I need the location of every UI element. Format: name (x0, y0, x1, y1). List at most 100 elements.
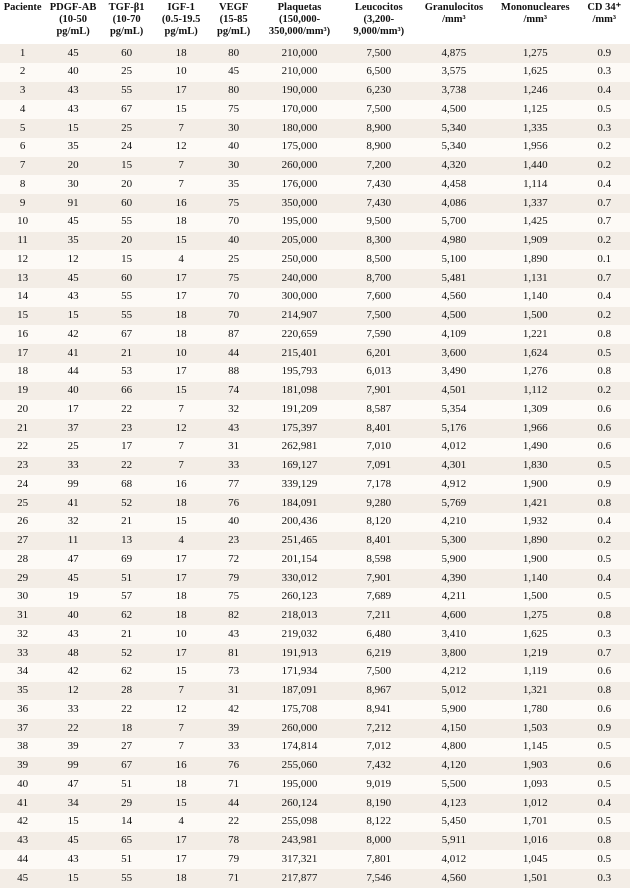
table-cell: 25 (0, 494, 45, 513)
table-cell: 10 (152, 344, 210, 363)
table-cell: 0.5 (578, 775, 630, 794)
table-cell: 1,966 (492, 419, 578, 438)
table-cell: 0.6 (578, 700, 630, 719)
table-cell: 16 (152, 757, 210, 776)
table-cell: 31 (0, 607, 45, 626)
table-cell: 77 (210, 475, 257, 494)
table-cell: 17 (152, 550, 210, 569)
table-cell: 12 (45, 250, 101, 269)
table-cell: 0.6 (578, 419, 630, 438)
table-cell: 0.7 (578, 644, 630, 663)
table-cell: 22 (210, 813, 257, 832)
table-cell: 0.8 (578, 363, 630, 382)
table-row: 443671575170,0007,5004,5001,1250.5 (0, 100, 630, 119)
table-cell: 1,045 (492, 850, 578, 869)
table-cell: 62 (101, 663, 152, 682)
table-cell: 44 (45, 363, 101, 382)
table-cell: 8,900 (342, 119, 416, 138)
table-cell: 0.3 (578, 119, 630, 138)
table-cell: 7 (152, 400, 210, 419)
table-row: 343551780190,0006,2303,7381,2460.4 (0, 82, 630, 101)
table-cell: 176,000 (257, 175, 341, 194)
table-cell: 69 (101, 550, 152, 569)
table-cell: 22 (45, 719, 101, 738)
table-cell: 0.1 (578, 250, 630, 269)
table-cell: 11 (45, 532, 101, 551)
table-cell: 18 (152, 213, 210, 232)
table-cell: 7,500 (342, 100, 416, 119)
table-cell: 55 (101, 288, 152, 307)
table-cell: 21 (101, 513, 152, 532)
table-cell: 0.8 (578, 494, 630, 513)
table-cell: 75 (210, 269, 257, 288)
table-cell: 5,900 (416, 550, 492, 569)
table-row: 383927733174,8147,0124,8001,1450.5 (0, 738, 630, 757)
column-header: Granulocitos/mm³ (416, 0, 492, 44)
table-cell: 3,410 (416, 625, 492, 644)
column-header: TGF-β1(10-70pg/mL) (101, 0, 152, 44)
table-cell: 22 (101, 700, 152, 719)
table-cell: 4,912 (416, 475, 492, 494)
table-cell: 1,246 (492, 82, 578, 101)
table-cell: 0.3 (578, 869, 630, 888)
table-cell: 1,780 (492, 700, 578, 719)
table-cell: 1,119 (492, 663, 578, 682)
table-cell: 40 (210, 513, 257, 532)
table-cell: 7,600 (342, 288, 416, 307)
table-cell: 17 (152, 644, 210, 663)
table-cell: 44 (210, 794, 257, 813)
table-cell: 317,321 (257, 850, 341, 869)
table-cell: 41 (45, 344, 101, 363)
table-cell: 20 (0, 400, 45, 419)
table-row: 421514422255,0988,1225,4501,7010.5 (0, 813, 630, 832)
table-cell: 55 (101, 213, 152, 232)
table-cell: 7,432 (342, 757, 416, 776)
table-row: 1045551870195,0009,5005,7001,4250.7 (0, 213, 630, 232)
table-row: 372218739260,0007,2124,1501,5030.9 (0, 719, 630, 738)
table-row: 3999671676255,0607,4324,1201,9030.6 (0, 757, 630, 776)
table-cell: 55 (101, 307, 152, 326)
table-cell: 7 (152, 438, 210, 457)
table-cell: 14 (101, 813, 152, 832)
table-cell: 5,012 (416, 682, 492, 701)
table-cell: 67 (101, 325, 152, 344)
table-cell: 1,337 (492, 194, 578, 213)
table-cell: 67 (101, 757, 152, 776)
table-cell: 20 (101, 175, 152, 194)
table-cell: 0.2 (578, 532, 630, 551)
table-cell: 4,109 (416, 325, 492, 344)
table-cell: 9,019 (342, 775, 416, 794)
table-cell: 1,114 (492, 175, 578, 194)
table-cell: 1,093 (492, 775, 578, 794)
table-row: 3140621882218,0137,2114,6001,2750.8 (0, 607, 630, 626)
table-cell: 11 (0, 232, 45, 251)
table-cell: 1,625 (492, 625, 578, 644)
table-cell: 330,012 (257, 569, 341, 588)
table-cell: 82 (210, 607, 257, 626)
table-row: 2499681677339,1297,1784,9121,9000.9 (0, 475, 630, 494)
table-cell: 5,300 (416, 532, 492, 551)
table-cell: 15 (152, 382, 210, 401)
table-cell: 1,219 (492, 644, 578, 663)
table-cell: 23 (210, 532, 257, 551)
table-cell: 15 (45, 119, 101, 138)
table-row: 3442621573171,9347,5004,2121,1190.6 (0, 663, 630, 682)
table-cell: 4,560 (416, 869, 492, 888)
table-cell: 5,100 (416, 250, 492, 269)
table-cell: 43 (45, 625, 101, 644)
table-cell: 5 (0, 119, 45, 138)
table-cell: 55 (101, 869, 152, 888)
table-cell: 25 (45, 438, 101, 457)
table-cell: 175,397 (257, 419, 341, 438)
table-cell: 4,600 (416, 607, 492, 626)
table-cell: 4,320 (416, 157, 492, 176)
table-cell: 87 (210, 325, 257, 344)
table-cell: 8,700 (342, 269, 416, 288)
table-cell: 12 (45, 682, 101, 701)
table-cell: 35 (45, 232, 101, 251)
table-row: 2541521876184,0919,2805,7691,4210.8 (0, 494, 630, 513)
table-cell: 18 (152, 494, 210, 513)
table-cell: 3,575 (416, 63, 492, 82)
table-cell: 184,091 (257, 494, 341, 513)
table-cell: 23 (0, 457, 45, 476)
